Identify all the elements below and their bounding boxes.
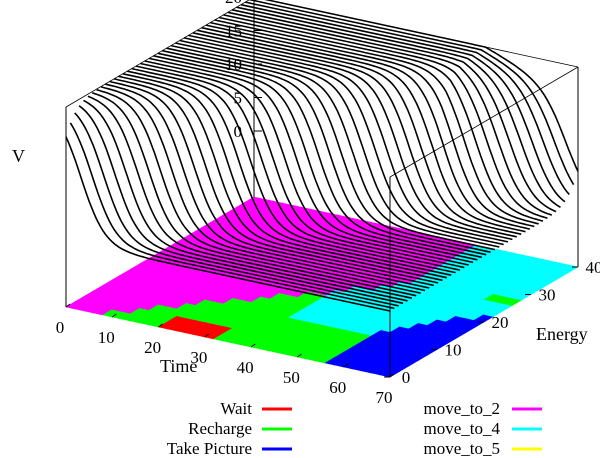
y-tick-label: 20 (492, 313, 509, 332)
surface-line (157, 52, 482, 259)
z-axis-label: V (12, 146, 25, 166)
x-tick-label: 10 (98, 328, 115, 347)
surface-line (166, 47, 491, 253)
surface-line (74, 112, 399, 307)
z-tick-label: 20 (225, 0, 242, 7)
legend-label: Wait (220, 399, 252, 418)
surface-line (105, 83, 430, 289)
x-tick-mark (65, 303, 71, 308)
surface-line (205, 24, 531, 230)
surface-line (183, 37, 509, 243)
x-tick-mark (343, 363, 349, 368)
z-tick-label: 10 (225, 55, 242, 74)
surface-line (223, 14, 548, 219)
surface-line (135, 65, 461, 271)
x-tick-mark (158, 323, 163, 328)
x-tick-label: 0 (56, 318, 65, 337)
x-tick-label: 50 (283, 368, 300, 387)
axis-ticks: 0 5 10 15 20 0 10 20 30 40 50 60 70 0 10 20 30 40 (56, 0, 600, 407)
x-tick-label: 30 (190, 348, 207, 367)
surface-line (179, 39, 504, 246)
surface-line (91, 92, 417, 297)
legend-label: move_to_2 (424, 399, 501, 418)
legend-label: Take Picture (167, 439, 252, 458)
y-tick-label: 0 (402, 368, 411, 387)
surface-line (188, 34, 513, 241)
surface-line (78, 105, 404, 305)
y-axis-label: Energy (536, 324, 588, 344)
surface-line (153, 55, 478, 261)
surface-line (210, 21, 535, 228)
surface-line (231, 9, 557, 213)
x-tick-mark (389, 373, 395, 378)
value-surface (65, 0, 579, 312)
surface-line (109, 80, 434, 287)
surface-line (69, 122, 395, 310)
surface-line (240, 3, 566, 203)
surface-line (249, 0, 575, 186)
x-tick-mark (204, 333, 210, 338)
surface-line (197, 29, 522, 235)
surface-line (87, 95, 413, 299)
x-tick-mark (111, 313, 117, 318)
x-tick-label: 20 (144, 338, 161, 357)
surface-line (83, 99, 408, 302)
x-axis-label: Time (160, 356, 197, 376)
surface-line (245, 1, 570, 196)
y-tick-label: 30 (539, 286, 556, 305)
x-tick-label: 40 (237, 358, 254, 377)
surface-line (96, 88, 421, 294)
y-tick-label: 10 (445, 341, 462, 360)
policy-map (65, 196, 579, 378)
surface-line (201, 26, 526, 233)
surface-line (192, 32, 517, 238)
box-top-edge-2 (65, 0, 250, 108)
x-tick-mark (250, 343, 256, 348)
surface-line (140, 62, 465, 269)
surface-line (236, 6, 561, 208)
legend-label: move_to_4 (424, 419, 501, 438)
surface-line (118, 75, 443, 282)
z-tick-label: 15 (225, 22, 242, 41)
surface-line (148, 57, 474, 264)
surface-line (214, 19, 539, 225)
x-tick-mark (297, 353, 302, 358)
surface-line (113, 78, 439, 284)
legend-label: move_to_5 (424, 439, 501, 458)
surface-line (175, 42, 500, 248)
surface-line (122, 73, 447, 279)
surface-line (264, 0, 579, 172)
surface-line (218, 16, 544, 222)
surface-line (227, 11, 553, 216)
surface-line (65, 136, 391, 312)
surface-line (131, 67, 456, 274)
surface-line (100, 86, 426, 292)
z-tick-label: 0 (234, 122, 243, 141)
y-tick-label: 40 (586, 258, 600, 277)
legend-label: Recharge (188, 419, 252, 438)
x-tick-label: 60 (329, 378, 346, 397)
surface-line (170, 44, 496, 251)
z-tick-label: 5 (234, 89, 243, 108)
surface-line (127, 70, 452, 276)
x-tick-label: 70 (376, 388, 393, 407)
surface-line (162, 49, 487, 256)
box-top-edge-1 (389, 66, 579, 178)
surface-line (144, 60, 469, 266)
